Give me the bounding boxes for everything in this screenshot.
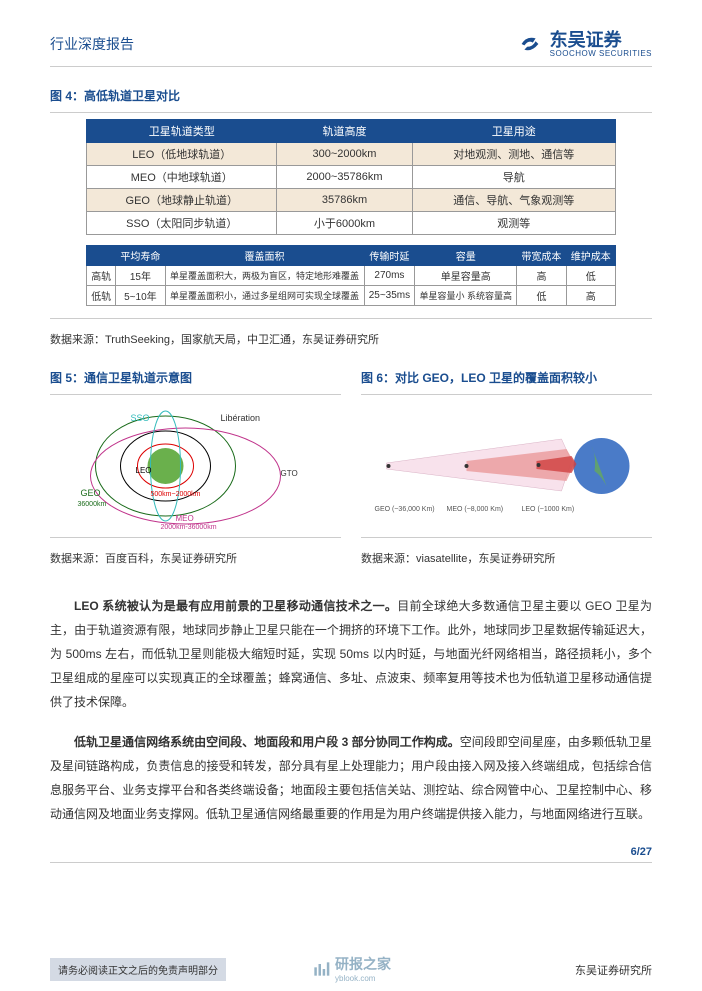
svg-text:36000km: 36000km (78, 501, 107, 508)
paragraph-2: 低轨卫星通信网络系统由空间段、地面段和用户段 3 部分协同工作构成。空间段即空间… (50, 730, 652, 826)
svg-text:LEO: LEO (136, 466, 152, 475)
paragraph-1-bold: LEO 系统被认为是最有应用前景的卫星移动通信技术之一。 (74, 599, 397, 613)
table-orbit-types: 卫星轨道类型 轨道高度 卫星用途 LEO（低地球轨道）300~2000km对地观… (86, 119, 616, 235)
disclaimer: 请务必阅读正文之后的免责声明部分 (50, 958, 226, 981)
svg-text:SSO: SSO (131, 413, 150, 423)
figure4-source: 数据来源：TruthSeeking，国家航天局，中卫汇通，东吴证券研究所 (50, 331, 652, 347)
table-header: 卫星轨道类型 (87, 120, 277, 143)
svg-text:MEO: MEO (176, 514, 194, 523)
svg-text:GEO: GEO (81, 488, 101, 498)
svg-text:LEO (~1000 Km): LEO (~1000 Km) (522, 506, 575, 513)
watermark: 研报之家 yblook.com (311, 954, 391, 983)
paragraph-1: LEO 系统被认为是最有应用前景的卫星移动通信技术之一。目前全球绝大多数通信卫星… (50, 594, 652, 714)
figure6-title: 图 6：对比 GEO，LEO 卫星的覆盖面积较小 (361, 369, 652, 386)
watermark-text: 研报之家 (335, 954, 391, 974)
svg-text:Libération: Libération (221, 413, 261, 423)
svg-text:MEO (~8,000 Km): MEO (~8,000 Km) (447, 506, 504, 513)
table-header: 卫星用途 (412, 120, 615, 143)
watermark-sub: yblook.com (335, 974, 391, 983)
coverage-diagram: GEO (~36,000 Km) MEO (~8,000 Km) LEO (~1… (361, 401, 652, 531)
page-header: 行业深度报告 东吴证券 SOOCHOW SECURITIES (50, 30, 652, 67)
figure6-source: 数据来源：viasatellite，东吴证券研究所 (361, 550, 652, 566)
svg-text:GEO (~36,000 Km): GEO (~36,000 Km) (375, 506, 435, 513)
page-number: 6/27 (50, 846, 652, 863)
paragraph-2-bold: 低轨卫星通信网络系统由空间段、地面段和用户段 3 部分协同工作构成。 (74, 735, 460, 749)
svg-text:2000km-36000km: 2000km-36000km (161, 524, 217, 531)
figure4-title: 图 4：高低轨道卫星对比 (50, 87, 652, 104)
paragraph-1-text: 目前全球绝大多数通信卫星主要以 GEO 卫星为主，由于轨道资源有限，地球同步静止… (50, 599, 652, 709)
header-title: 行业深度报告 (50, 34, 134, 54)
svg-text:GTO: GTO (281, 469, 298, 478)
figure5-title: 图 5：通信卫星轨道示意图 (50, 369, 341, 386)
footer-org: 东吴证券研究所 (575, 962, 652, 978)
company-logo-icon (516, 30, 544, 58)
svg-text:500km~2000km: 500km~2000km (151, 491, 201, 498)
logo-block: 东吴证券 SOOCHOW SECURITIES (516, 30, 652, 58)
logo-text: 东吴证券 (550, 31, 652, 49)
logo-subtitle: SOOCHOW SECURITIES (550, 49, 652, 58)
orbit-diagram: SSO Libération GEO 36000km LEO 500km~200… (50, 401, 341, 531)
table-orbit-comparison: 平均寿命 覆盖面积 传输时延 容量 带宽成本 维护成本 高轨 15年 单星覆盖面… (86, 245, 616, 306)
table-header: 轨道高度 (277, 120, 412, 143)
figure5-source: 数据来源：百度百科，东吴证券研究所 (50, 550, 341, 566)
watermark-icon (311, 959, 331, 979)
